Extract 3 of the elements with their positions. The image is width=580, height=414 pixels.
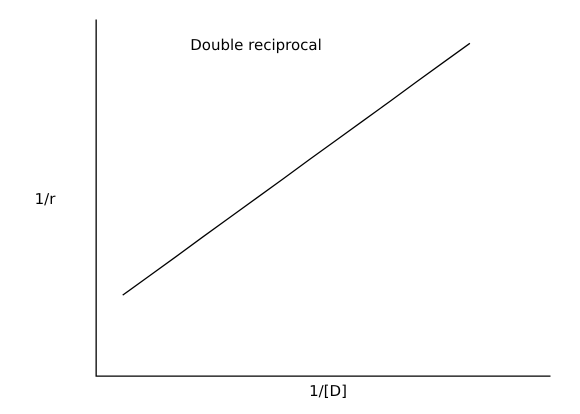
x-axis-title: 1/[D] — [309, 382, 347, 400]
annotation: Double reciprocal — [190, 36, 322, 54]
y-axis-title: 1/r — [34, 190, 56, 208]
